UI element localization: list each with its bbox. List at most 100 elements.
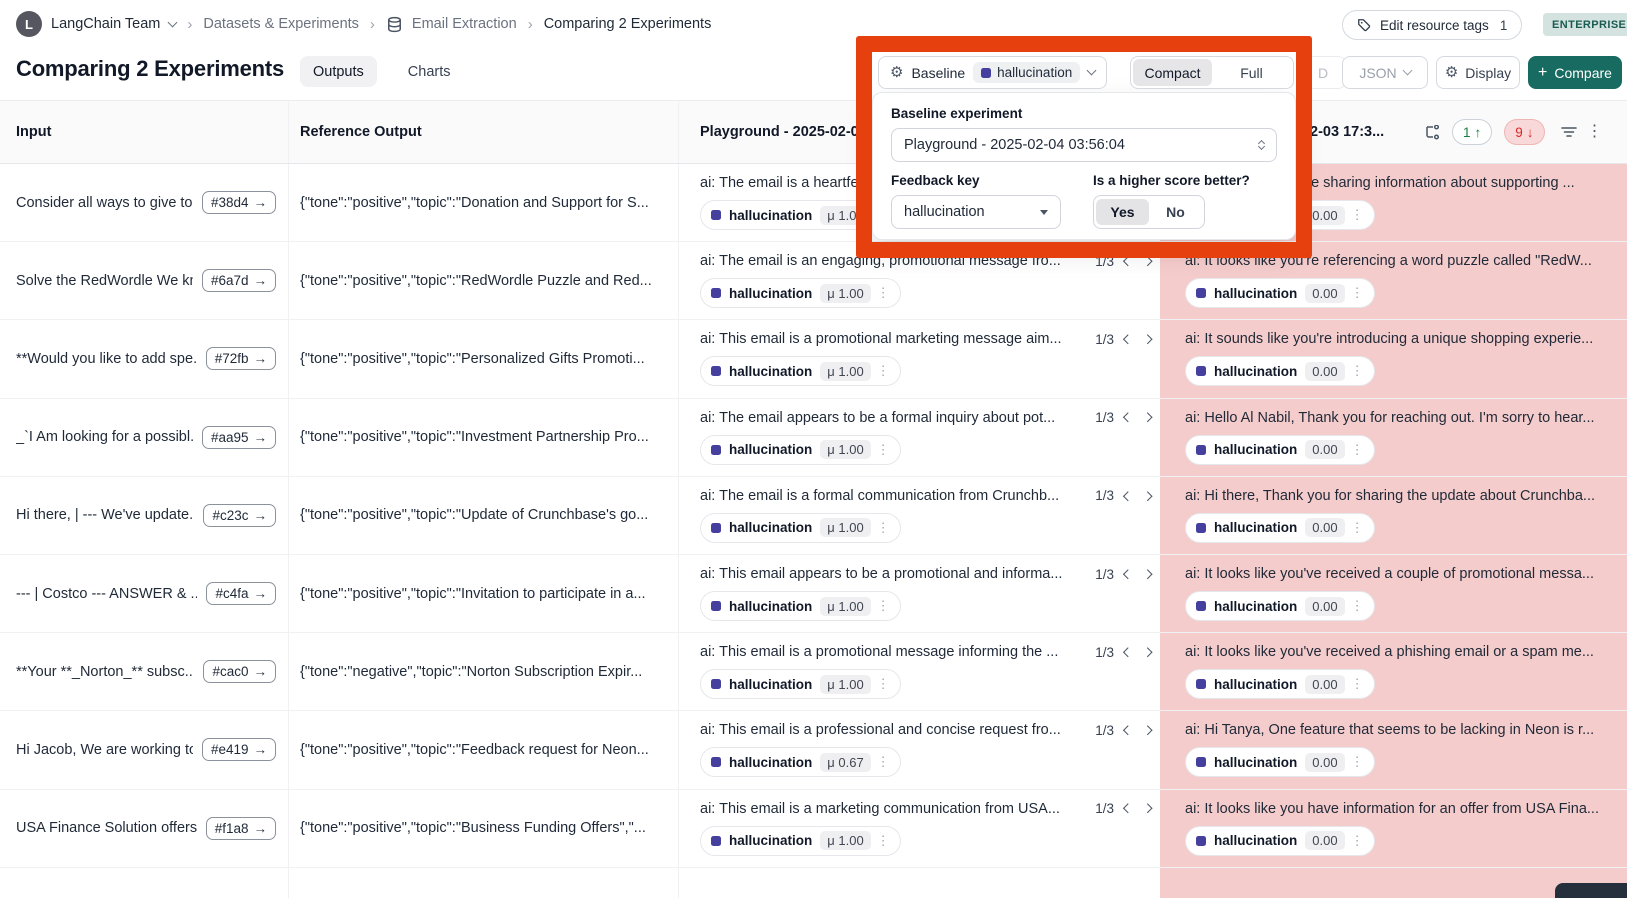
prev-run-button[interactable]: [1119, 569, 1138, 579]
next-run-button[interactable]: [1138, 413, 1157, 423]
edit-resource-tags-button[interactable]: Edit resource tags 1: [1342, 10, 1523, 40]
next-run-button[interactable]: [1138, 491, 1157, 501]
prev-run-button[interactable]: [1119, 491, 1138, 501]
kebab-icon[interactable]: ⋮: [1350, 363, 1364, 379]
table-row[interactable]: _`I Am looking for a possibl... #aa95 → …: [0, 398, 1627, 477]
table-row[interactable]: --- | Costco --- ANSWER & ... #c4fa → {"…: [0, 554, 1627, 634]
feedback-badge[interactable]: hallucination μ 1.00 ⋮: [700, 669, 901, 700]
feedback-key-label: hallucination: [1214, 520, 1298, 536]
breadcrumb-item-datasets[interactable]: Datasets & Experiments: [203, 16, 359, 32]
kebab-icon[interactable]: ⋮: [876, 676, 890, 692]
feedback-badge[interactable]: hallucination μ 1.00 ⋮: [700, 278, 901, 309]
next-run-button[interactable]: [1138, 725, 1157, 736]
example-id: #c23c: [212, 507, 249, 523]
feedback-badge[interactable]: hallucination μ 1.00 ⋮: [700, 512, 901, 543]
example-link-chip[interactable]: #c23c →: [203, 503, 276, 527]
prev-run-button[interactable]: [1119, 256, 1138, 266]
improved-count-pill[interactable]: 1 ↑: [1452, 119, 1493, 145]
table-row[interactable]: Hi Jacob, We are working to... #e419 → {…: [0, 711, 1627, 790]
table-row[interactable]: Solve the RedWordle We kn... #6a7d → {"t…: [0, 242, 1627, 321]
table-row[interactable]: USA Finance Solution offers ... #f1a8 → …: [0, 789, 1627, 868]
prev-run-button[interactable]: [1119, 647, 1138, 657]
example-link-chip[interactable]: #e419 →: [201, 738, 276, 762]
kebab-icon[interactable]: ⋮: [1350, 676, 1364, 692]
breadcrumb-team[interactable]: LangChain Team: [51, 16, 161, 32]
next-run-button[interactable]: [1138, 256, 1157, 266]
display-settings-button[interactable]: ⚙ Display: [1436, 56, 1520, 89]
kebab-icon[interactable]: ⋮: [876, 285, 890, 301]
feedback-badge[interactable]: hallucination 0.00 ⋮: [1185, 512, 1375, 543]
example-link-chip[interactable]: #6a7d →: [201, 269, 276, 293]
kebab-icon[interactable]: ⋮: [876, 363, 890, 379]
feedback-badge[interactable]: hallucination μ 1.00 ⋮: [700, 591, 901, 622]
tab-outputs[interactable]: Outputs: [300, 56, 377, 87]
kebab-icon[interactable]: ⋮: [876, 519, 890, 535]
higher-score-yes[interactable]: Yes: [1096, 199, 1149, 225]
next-run-button[interactable]: [1138, 334, 1157, 345]
next-run-button[interactable]: [1138, 803, 1157, 814]
prev-run-button[interactable]: [1119, 334, 1138, 345]
example-link-chip[interactable]: #cac0 →: [203, 660, 276, 684]
kebab-icon[interactable]: ⋮: [876, 754, 890, 770]
feedback-badge[interactable]: hallucination 0.00 ⋮: [1185, 825, 1375, 856]
feedback-badge[interactable]: hallucination 0.00 ⋮: [1185, 669, 1375, 700]
feedback-badge[interactable]: hallucination 0.00 ⋮: [1185, 591, 1375, 622]
table-row[interactable]: **Your **_Norton_** subsc... #cac0 → {"t…: [0, 633, 1627, 712]
json-format-dropdown[interactable]: JSON: [1342, 56, 1428, 89]
tab-charts[interactable]: Charts: [407, 63, 451, 80]
column-header-input[interactable]: Input: [0, 101, 289, 163]
baseline-selector-button[interactable]: ⚙ Baseline hallucination: [878, 56, 1108, 89]
feedback-badge[interactable]: hallucination 0.00 ⋮: [1185, 356, 1375, 387]
kebab-icon[interactable]: ⋮: [1350, 754, 1364, 770]
kebab-icon[interactable]: ⋮: [1350, 207, 1364, 223]
bottom-right-widget[interactable]: [1555, 883, 1627, 898]
density-full-option[interactable]: Full: [1240, 64, 1263, 81]
example-id: #aa95: [210, 429, 249, 445]
avatar[interactable]: L: [16, 11, 42, 37]
kebab-icon[interactable]: ⋮: [1350, 598, 1364, 614]
example-link-chip[interactable]: #f1a8 →: [205, 816, 276, 840]
kebab-icon[interactable]: ⋮: [876, 598, 890, 614]
kebab-icon[interactable]: ⋮: [1350, 832, 1364, 848]
feedback-badge[interactable]: hallucination μ 1.00 ⋮: [700, 434, 901, 465]
trace-tree-icon[interactable]: [1424, 124, 1442, 140]
kebab-icon[interactable]: ⋮: [1350, 441, 1364, 457]
example-link-chip[interactable]: #c4fa →: [206, 582, 276, 606]
feedback-badge[interactable]: hallucination μ 1.00 ⋮: [700, 356, 901, 387]
kebab-icon[interactable]: ⋮: [1350, 519, 1364, 535]
feedback-key-select[interactable]: hallucination: [891, 195, 1061, 229]
diff-button[interactable]: D: [1300, 56, 1346, 89]
kebab-icon[interactable]: ⋮: [876, 441, 890, 457]
higher-score-no[interactable]: No: [1166, 204, 1185, 220]
prev-run-button[interactable]: [1119, 725, 1138, 736]
kebab-icon[interactable]: ⋮: [1350, 285, 1364, 301]
breadcrumb-item-dataset-name[interactable]: Email Extraction: [411, 16, 517, 32]
compare-button[interactable]: + Compare: [1528, 56, 1622, 89]
feedback-score: μ 1.00: [820, 361, 871, 381]
prev-run-button[interactable]: [1119, 413, 1138, 423]
feedback-badge[interactable]: hallucination μ 1.00 ⋮: [700, 200, 901, 231]
feedback-badge[interactable]: hallucination 0.00 ⋮: [1185, 434, 1375, 465]
feedback-badge[interactable]: hallucination μ 1.00 ⋮: [700, 825, 901, 856]
example-link-chip[interactable]: #aa95 →: [201, 425, 276, 449]
table-row[interactable]: **Would you like to add spe... #72fb → {…: [0, 320, 1627, 399]
table-row[interactable]: Consider all ways to give to... #38d4 → …: [0, 164, 1627, 243]
feedback-badge[interactable]: hallucination 0.00 ⋮: [1185, 278, 1375, 309]
prev-run-button[interactable]: [1119, 803, 1138, 814]
example-link-chip[interactable]: #72fb →: [205, 347, 276, 371]
table-row[interactable]: Hi there, | --- We've update... #c23c → …: [0, 476, 1627, 555]
baseline-experiment-select[interactable]: Playground - 2025-02-04 03:56:04: [891, 128, 1277, 162]
example-link-chip[interactable]: #38d4 →: [201, 191, 276, 215]
feedback-score: 0.00: [1305, 283, 1345, 303]
density-compact-option[interactable]: Compact: [1133, 59, 1212, 86]
next-run-button[interactable]: [1138, 569, 1157, 579]
next-run-button[interactable]: [1138, 647, 1157, 657]
chevron-down-icon[interactable]: [167, 17, 178, 27]
kebab-icon[interactable]: ⋮: [876, 832, 890, 848]
column-header-reference[interactable]: Reference Output: [289, 101, 679, 163]
feedback-badge[interactable]: hallucination 0.00 ⋮: [1185, 747, 1375, 778]
feedback-badge[interactable]: hallucination μ 0.67 ⋮: [700, 747, 901, 778]
column-menu-kebab-icon[interactable]: ⋮: [1586, 123, 1603, 140]
regressed-count-pill[interactable]: 9 ↓: [1504, 119, 1545, 145]
filter-icon[interactable]: [1560, 125, 1577, 139]
